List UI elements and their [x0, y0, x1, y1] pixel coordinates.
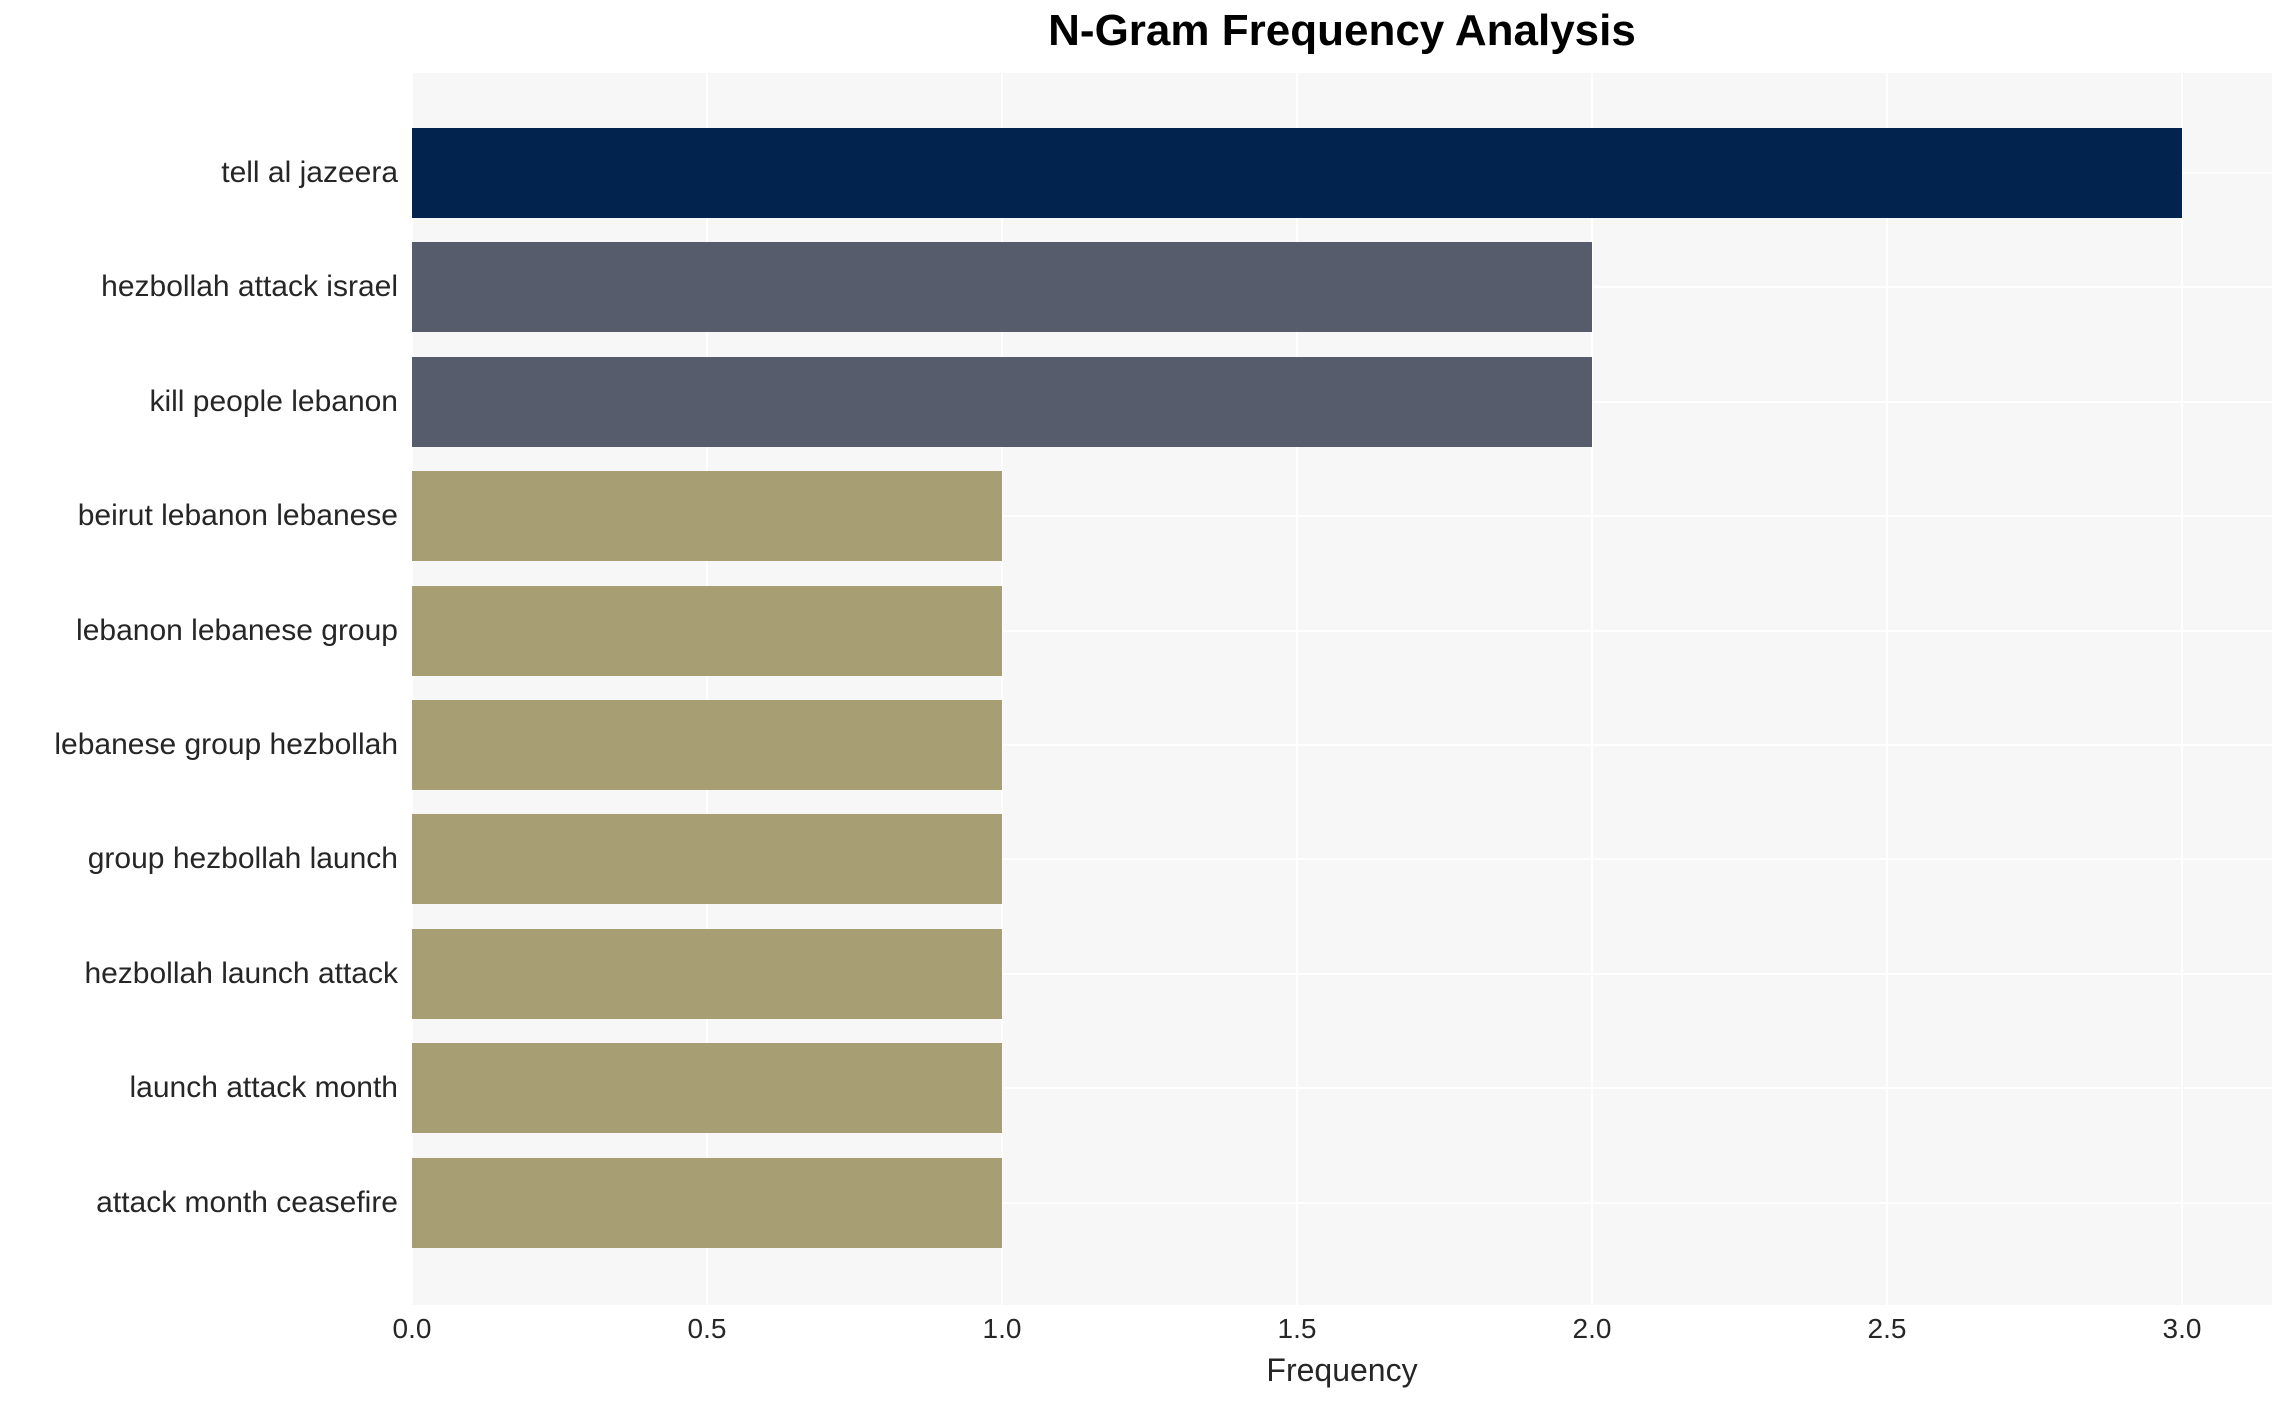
bar-kill-people-lebanon — [412, 357, 1592, 447]
gridline-vertical — [1001, 73, 1003, 1305]
gridline-vertical — [2181, 73, 2183, 1305]
y-tick-label: attack month ceasefire — [96, 1186, 398, 1219]
y-tick-label: hezbollah attack israel — [101, 270, 398, 303]
y-tick-label: launch attack month — [129, 1071, 399, 1104]
chart-title: N-Gram Frequency Analysis — [1048, 6, 1636, 55]
gridline-vertical — [1296, 73, 1298, 1305]
x-axis-label: Frequency — [1266, 1352, 1418, 1388]
x-tick-label: 3.0 — [2162, 1313, 2202, 1344]
y-tick-label: tell al jazeera — [221, 156, 398, 189]
gridline-vertical — [706, 73, 708, 1305]
bar-lebanon-lebanese-group — [412, 586, 1002, 676]
bar-lebanese-group-hezbollah — [412, 700, 1002, 790]
gridline-horizontal — [412, 972, 2272, 975]
bar-attack-month-ceasefire — [412, 1158, 1002, 1248]
bar-hezbollah-launch-attack — [412, 929, 1002, 1019]
bar-beirut-lebanon-lebanese — [412, 471, 1002, 561]
y-tick-label: group hezbollah launch — [87, 842, 398, 875]
gridline-horizontal — [412, 744, 2272, 746]
x-tick-label: 2.5 — [1867, 1313, 1907, 1344]
y-tick-label: lebanese group hezbollah — [54, 728, 398, 761]
y-tick-label: beirut lebanon lebanese — [77, 499, 398, 532]
bar-launch-attack-month — [412, 1043, 1002, 1133]
x-tick-label: 2.0 — [1572, 1313, 1612, 1344]
gridline-horizontal — [412, 629, 2272, 632]
bar-group-hezbollah-launch — [412, 814, 1002, 904]
y-tick-label: kill people lebanon — [149, 385, 398, 418]
x-tick-label: 1.0 — [982, 1313, 1022, 1344]
gridline-horizontal — [412, 1087, 2272, 1090]
gridline-horizontal — [412, 515, 2272, 518]
bar-tell-al-jazeera — [412, 128, 2182, 218]
gridline-vertical — [1886, 73, 1888, 1305]
x-tick-label: 1.5 — [1277, 1313, 1317, 1344]
x-tick-label: 0.0 — [392, 1313, 432, 1344]
gridline-vertical — [1591, 73, 1593, 1305]
y-tick-label: hezbollah launch attack — [84, 957, 398, 990]
gridline-vertical — [412, 73, 413, 1305]
gridline-horizontal — [412, 1201, 2272, 1204]
gridline-horizontal — [412, 858, 2272, 861]
bar-hezbollah-attack-israel — [412, 242, 1592, 332]
y-tick-label: lebanon lebanese group — [76, 614, 398, 647]
x-tick-label: 0.5 — [687, 1313, 727, 1344]
plot-area — [412, 73, 2272, 1305]
